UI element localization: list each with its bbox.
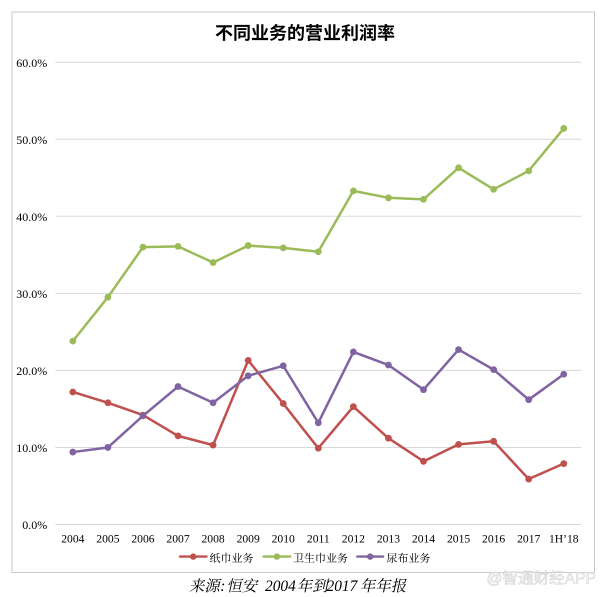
svg-text:30.0%: 30.0% [16, 287, 47, 301]
svg-text:APP: APP [565, 571, 596, 588]
svg-text:60.0%: 60.0% [16, 56, 47, 70]
svg-text::: : [220, 578, 225, 595]
svg-text:1H’18: 1H’18 [549, 533, 579, 546]
svg-text:2006: 2006 [131, 533, 154, 546]
svg-text:2010: 2010 [272, 533, 295, 546]
svg-text:2008: 2008 [202, 533, 225, 546]
svg-text:2014: 2014 [412, 533, 435, 546]
svg-text:0.0%: 0.0% [22, 518, 47, 532]
svg-text:2004: 2004 [61, 533, 84, 546]
svg-text:2015: 2015 [447, 533, 470, 546]
svg-text:2004: 2004 [265, 578, 296, 595]
svg-text:2017: 2017 [517, 533, 540, 546]
svg-text:2016: 2016 [482, 533, 505, 546]
svg-text:@: @ [487, 571, 503, 588]
svg-text:2013: 2013 [377, 533, 400, 546]
svg-text:10.0%: 10.0% [16, 441, 47, 455]
svg-text:2005: 2005 [96, 533, 119, 546]
svg-text:2012: 2012 [342, 533, 365, 546]
svg-text:2011: 2011 [307, 533, 330, 546]
svg-text:2007: 2007 [166, 533, 189, 546]
svg-text:50.0%: 50.0% [16, 133, 47, 147]
svg-text:2017: 2017 [327, 578, 359, 595]
svg-text:20.0%: 20.0% [16, 364, 47, 378]
svg-text:2009: 2009 [237, 533, 260, 546]
svg-text:40.0%: 40.0% [16, 210, 47, 224]
